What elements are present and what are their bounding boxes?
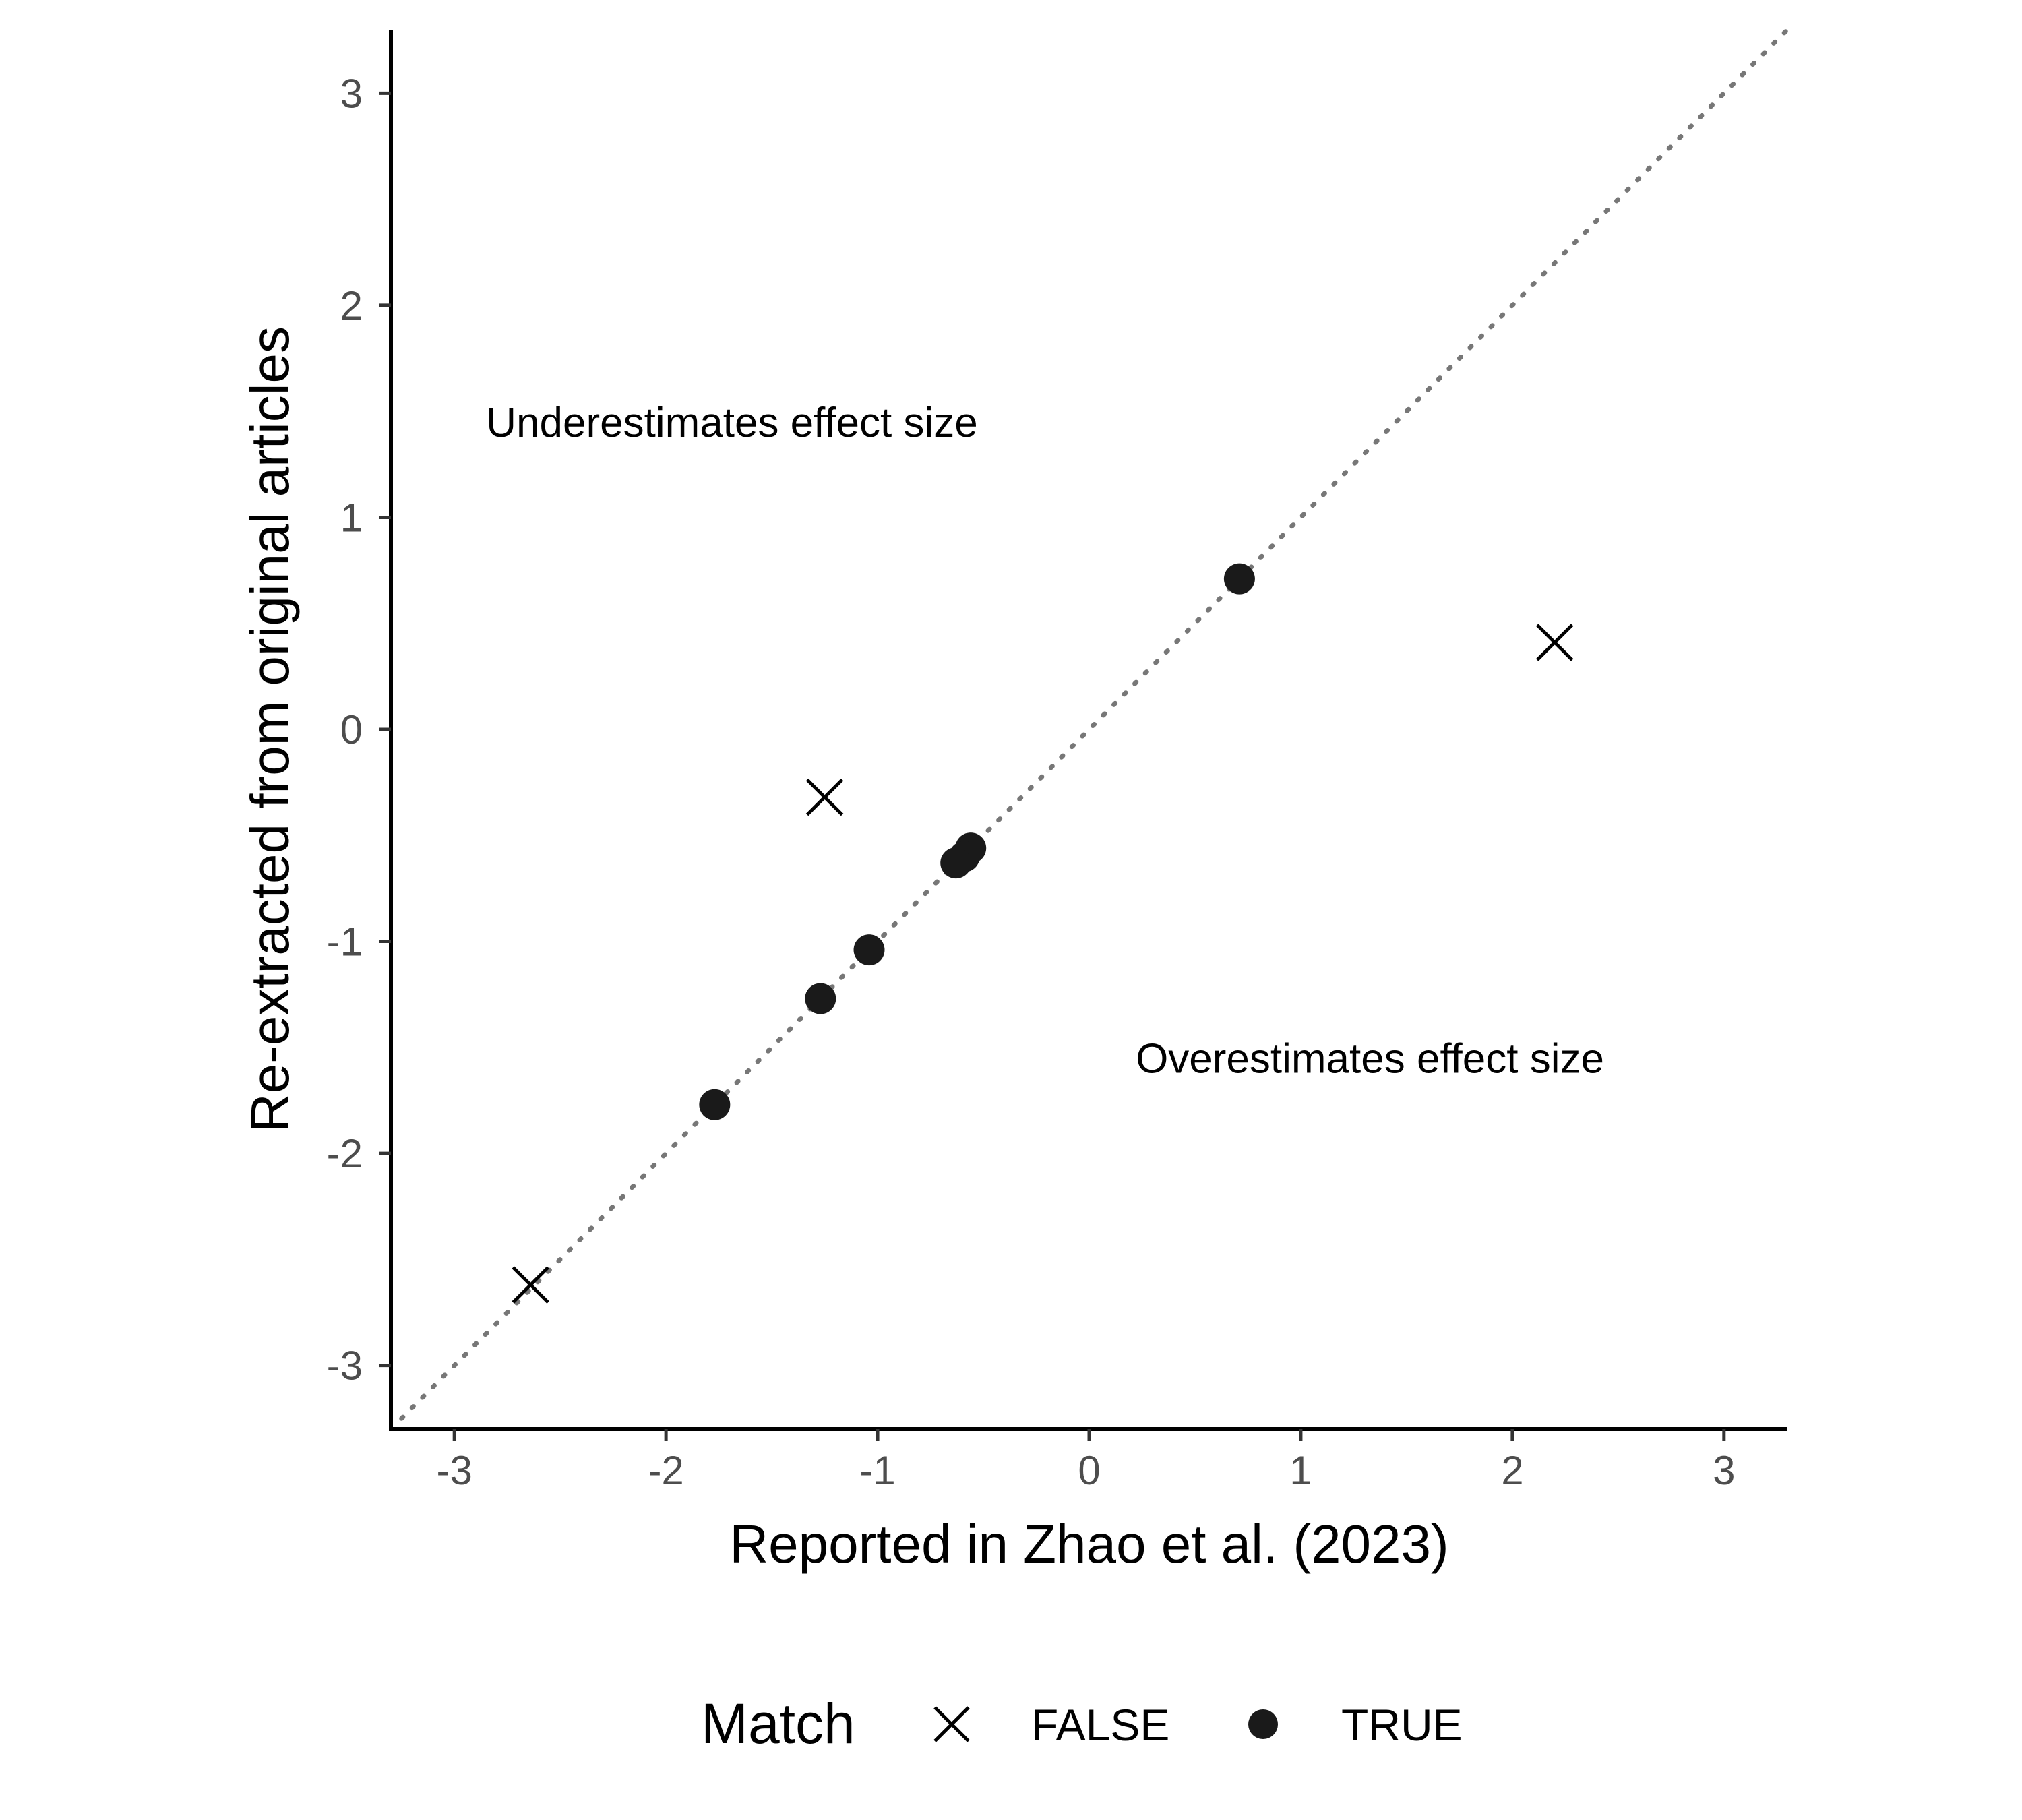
legend-title: Match [701, 1692, 855, 1755]
data-point-false [1535, 624, 1574, 661]
legend-label: FALSE [1031, 1700, 1169, 1750]
data-point-false [805, 778, 844, 816]
data-point-false [512, 1266, 549, 1304]
cross-stroke [512, 1266, 549, 1304]
x-tick-label: 2 [1501, 1448, 1523, 1493]
y-tick-label: 0 [340, 707, 363, 752]
identity-reference-line [399, 27, 1790, 1421]
y-tick-label: 3 [340, 71, 363, 116]
data-point-true [805, 983, 836, 1014]
data-point-true [940, 847, 972, 879]
data-point-true [1223, 563, 1255, 595]
cross-stroke [933, 1706, 970, 1742]
y-tick-label: 1 [340, 495, 363, 540]
legend-key-circle [1248, 1709, 1278, 1739]
y-tick-label: -1 [327, 919, 363, 965]
x-tick-label: -3 [437, 1448, 472, 1493]
x-tick-label: 3 [1713, 1448, 1735, 1493]
legend-label: TRUE [1341, 1700, 1463, 1750]
y-tick-label: -2 [327, 1131, 363, 1176]
annotation-label: Overestimates effect size [1136, 1036, 1604, 1083]
y-tick-label: 2 [340, 283, 363, 328]
cross-stroke [805, 778, 844, 816]
legend-key-cross [933, 1706, 970, 1742]
x-axis-title: Reported in Zhao et al. (2023) [729, 1514, 1448, 1574]
x-tick-label: 0 [1078, 1448, 1100, 1493]
annotation-label: Underestimates effect size [486, 400, 977, 446]
data-point-true [853, 934, 885, 966]
cross-stroke [1535, 624, 1574, 661]
y-tick-label: -3 [327, 1343, 363, 1389]
y-axis-title: Re-extracted from original articles [240, 326, 300, 1132]
x-tick-label: 1 [1289, 1448, 1312, 1493]
x-tick-label: -2 [648, 1448, 683, 1493]
data-point-true [699, 1089, 731, 1120]
x-tick-label: -1 [859, 1448, 895, 1493]
